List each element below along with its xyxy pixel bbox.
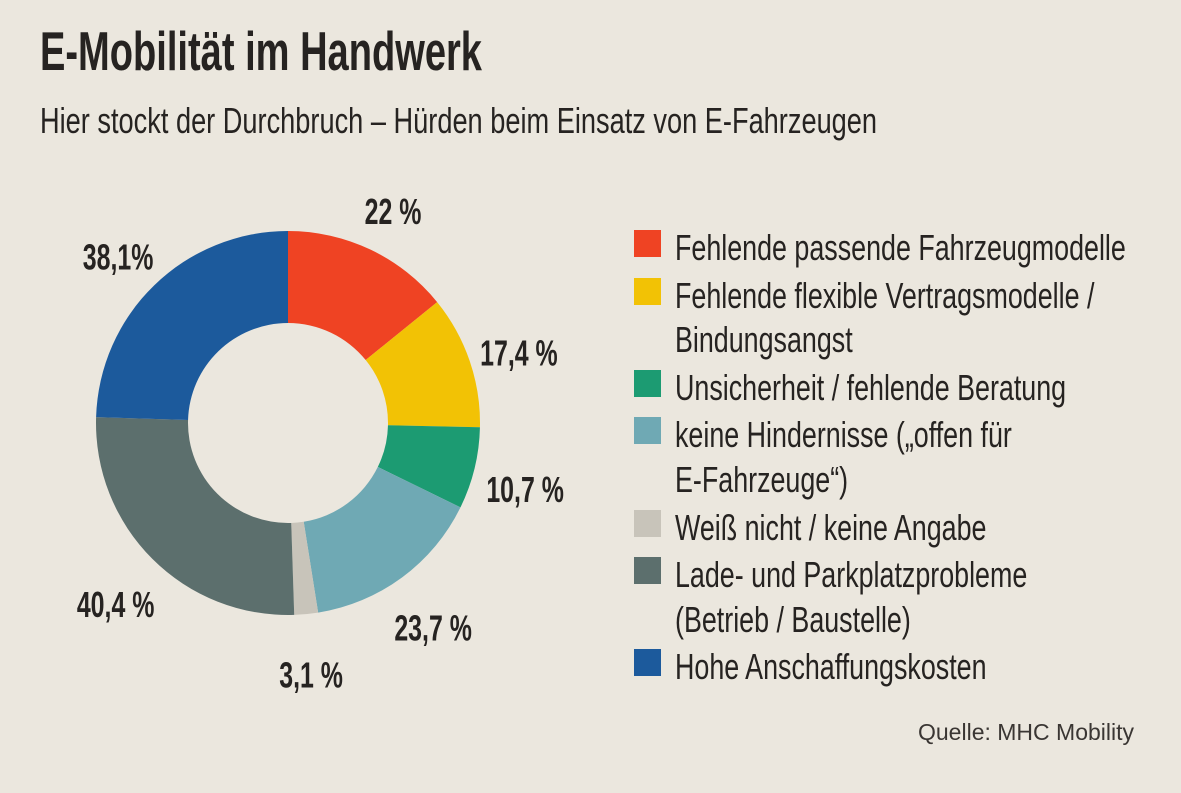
svg-text:10,7 %: 10,7 % — [486, 470, 564, 511]
svg-text:40,4 %: 40,4 % — [77, 585, 155, 626]
svg-text:23,7 %: 23,7 % — [394, 608, 472, 649]
svg-text:17,4 %: 17,4 % — [480, 333, 558, 374]
svg-text:22 %: 22 % — [365, 192, 422, 233]
svg-text:3,1 %: 3,1 % — [279, 655, 343, 696]
svg-text:38,1%: 38,1% — [83, 237, 154, 278]
